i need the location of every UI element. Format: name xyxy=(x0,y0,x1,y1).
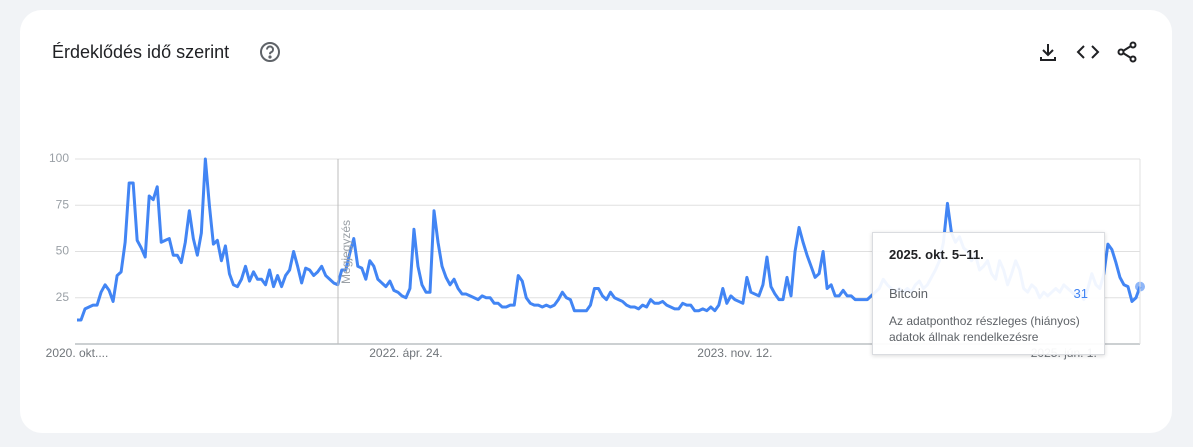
help-icon[interactable] xyxy=(260,42,280,62)
tooltip-series: Bitcoin xyxy=(889,286,929,301)
y-tick-label: 50 xyxy=(56,244,70,258)
y-tick-label: 100 xyxy=(49,151,69,165)
embed-icon[interactable] xyxy=(1076,45,1100,59)
tooltip-value: 31 xyxy=(1073,286,1088,301)
y-tick-label: 25 xyxy=(56,290,70,304)
x-tick-label: 2020. okt.... xyxy=(46,346,109,360)
annotation: Megjegyzés xyxy=(339,220,353,284)
download-icon[interactable] xyxy=(1040,44,1056,61)
x-tick-label: 2022. ápr. 24. xyxy=(369,346,442,360)
chart-title: Érdeklődés idő szerint xyxy=(52,42,229,62)
tooltip: 2025. okt. 5–11. Bitcoin 31 Az adatpontho… xyxy=(872,232,1105,355)
tooltip-note: Az adatponthoz részleges (hiányos) adato… xyxy=(889,314,1080,344)
x-tick-label: 2023. nov. 12. xyxy=(697,346,772,360)
share-icon[interactable] xyxy=(1117,41,1137,63)
y-tick-label: 75 xyxy=(56,197,70,211)
tooltip-title: 2025. okt. 5–11. xyxy=(889,247,984,262)
